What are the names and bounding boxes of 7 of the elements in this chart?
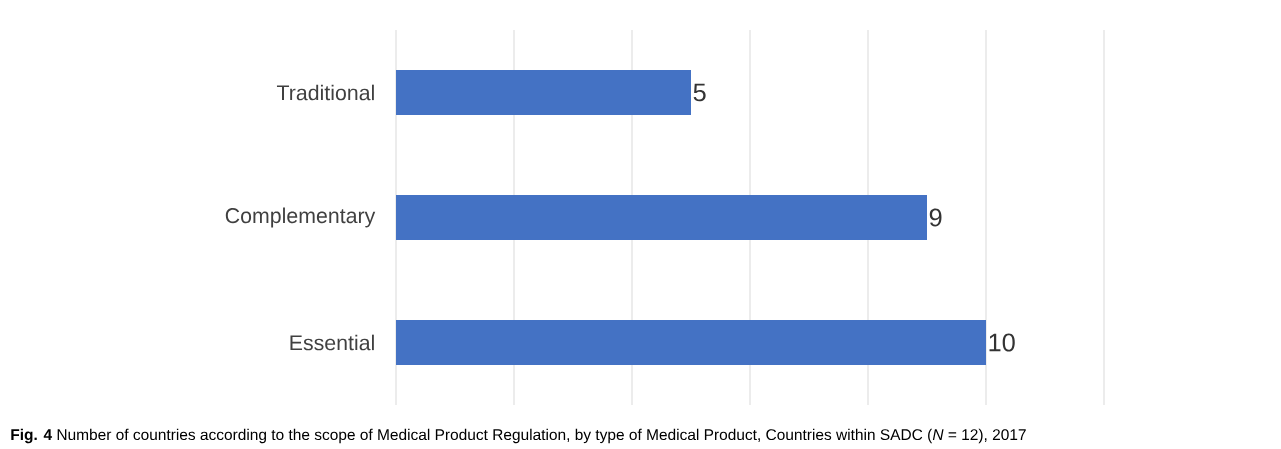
data-label: 10 (989, 333, 1015, 352)
y-tick-label: Traditional (276, 84, 374, 101)
data-label: 9 (929, 208, 942, 227)
data-label: 5 (693, 83, 706, 102)
text: Fig. 4 Number of countries according to the scope of Medical Product Regulation, by type of Medical Product, Countries within SADC (N = 12), 2017 (11, 428, 1026, 444)
y-tick-label: Complementary (225, 207, 376, 228)
y-tick-label: Essential (290, 334, 374, 351)
